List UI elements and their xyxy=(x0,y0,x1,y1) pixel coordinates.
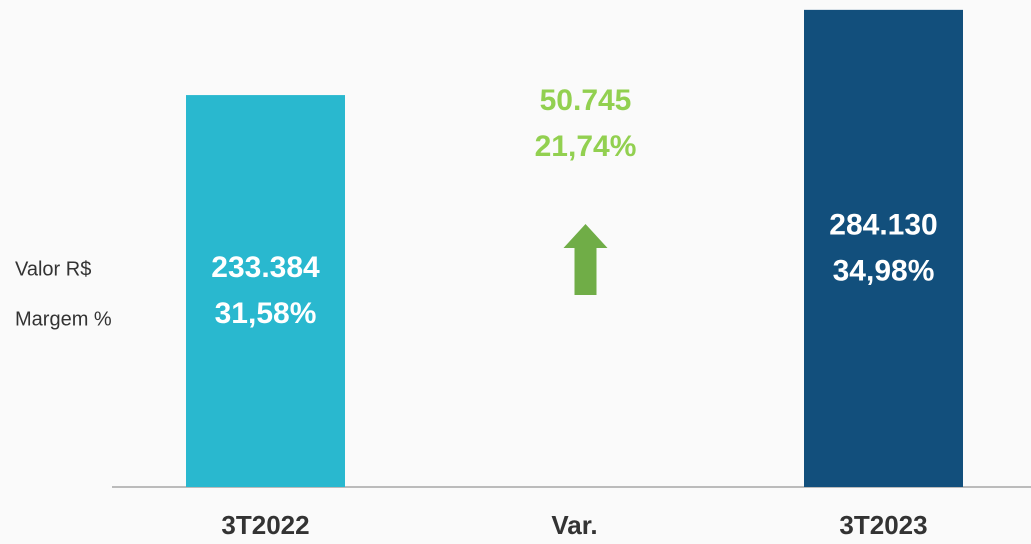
x-tick-label: Var. xyxy=(551,510,597,540)
delta-value-label: 50.745 xyxy=(540,84,632,117)
x-tick-label: 3T2022 xyxy=(221,510,309,540)
up-arrow xyxy=(563,224,608,295)
value-label: 233.384 xyxy=(211,251,320,284)
x-tick-label: 3T2023 xyxy=(839,510,927,540)
value-label: 284.130 xyxy=(829,208,937,241)
bar xyxy=(804,9,963,488)
delta-margin-label: 21,74% xyxy=(535,130,637,163)
margin-label: 34,98% xyxy=(833,254,935,287)
margin-label: 31,58% xyxy=(215,297,317,330)
series-label: Valor R$ xyxy=(15,258,91,280)
bar xyxy=(186,95,345,487)
series-label: Margem % xyxy=(15,308,112,330)
